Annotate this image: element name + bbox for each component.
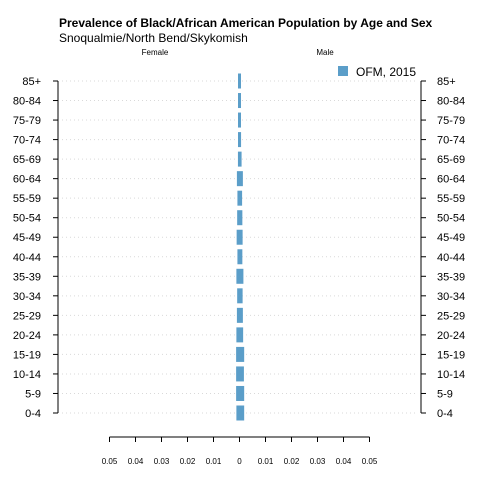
bar-male [239,405,245,421]
bar-male [239,249,243,265]
x-axis: 0.05 0.04 0.03 0.02 0.01 0 0.01 0.02 0.03 0.04 0.0… [102,436,378,466]
age-label-left: 5-9 [25,388,41,400]
x-tick-label: 0.04 [336,457,352,466]
bar-female [236,171,240,187]
age-label-left: 25-29 [13,310,41,322]
x-tick-label: 0.05 [362,457,378,466]
age-label-left: 65-69 [13,154,41,166]
bar-male [239,327,244,343]
bar-female [238,132,240,148]
left-age-axis: 0-4 5-9 10-14 15-19 20-24 25-29 30-34 35-39 40-4… [13,76,59,420]
gridlines [62,80,417,414]
bar-male [239,288,243,304]
bar-male [239,229,243,245]
right-age-axis: 0-4 5-9 10-14 15-19 20-24 25-29 30-34 35-39 40-4… [420,76,465,420]
bar-female [238,112,240,128]
legend-label: OFM, 2015 [356,65,416,79]
bar-male [239,112,241,128]
chart-subtitle: Snoqualmie/North Bend/Skykomish [59,31,248,45]
bar-male [239,190,243,206]
age-label-right: 10-14 [437,369,465,381]
bar-female [237,249,240,265]
age-label-left: 45-49 [13,232,41,244]
legend-swatch [338,66,348,76]
x-tick-label: 0.03 [310,457,326,466]
age-label-right: 25-29 [437,310,465,322]
bar-female [236,346,240,362]
x-tick-label: 0.02 [180,457,196,466]
age-label-right: 0-4 [437,408,453,420]
bar-male [239,268,244,284]
bar-female [236,385,240,401]
bars [236,73,245,421]
female-side-label: Female [142,48,169,57]
age-label-right: 20-24 [437,330,465,342]
bar-female [237,288,240,304]
age-label-right: 70-74 [437,135,465,147]
bar-female [237,190,240,206]
bar-female [237,210,240,226]
bar-male [239,171,243,187]
x-tick-label: 0.04 [128,457,144,466]
x-tick-label: 0.01 [206,457,222,466]
age-label-left: 70-74 [13,135,41,147]
legend: OFM, 2015 [338,65,416,79]
age-label-right: 50-54 [437,213,465,225]
bar-male [239,366,244,382]
age-label-left: 85+ [22,76,41,88]
age-label-right: 55-59 [437,193,465,205]
age-label-right: 5-9 [437,388,453,400]
age-label-left: 55-59 [13,193,41,205]
bar-female [237,151,240,167]
age-label-left: 75-79 [13,115,41,127]
bar-male [239,210,243,226]
age-label-left: 30-34 [13,291,41,303]
age-label-right: 30-34 [437,291,465,303]
age-label-left: 15-19 [13,349,41,361]
x-tick-label: 0.02 [284,457,300,466]
bar-male [239,151,242,167]
bar-male [239,73,241,89]
age-label-right: 35-39 [437,271,465,283]
bar-female [238,73,240,89]
bar-male [239,307,243,323]
male-side-label: Male [316,48,334,57]
age-label-right: 40-44 [437,252,465,264]
bar-female [236,268,240,284]
age-label-left: 50-54 [13,213,41,225]
bar-female [236,405,240,421]
age-label-right: 60-64 [437,174,465,186]
x-tick-label: 0 [237,457,242,466]
age-label-left: 20-24 [13,330,41,342]
age-label-right: 45-49 [437,232,465,244]
x-tick-label: 0.01 [258,457,274,466]
age-label-right: 80-84 [437,96,465,108]
bar-female [236,229,240,245]
x-tick-label: 0.05 [102,457,118,466]
age-label-left: 0-4 [25,408,41,420]
bar-male [239,93,241,109]
bar-male [239,346,245,362]
bar-male [239,132,242,148]
bar-female [238,93,240,109]
age-label-right: 85+ [437,76,456,88]
age-label-right: 15-19 [437,349,465,361]
age-label-left: 60-64 [13,174,41,186]
age-label-left: 40-44 [13,252,41,264]
bar-female [236,327,240,343]
age-label-left: 80-84 [13,96,41,108]
age-label-right: 75-79 [437,115,465,127]
age-label-right: 65-69 [437,154,465,166]
bar-female [236,307,240,323]
age-label-left: 10-14 [13,369,41,381]
bar-male [239,385,245,401]
age-label-left: 35-39 [13,271,41,283]
bar-female [236,366,240,382]
chart-title: Prevalence of Black/African American Pop… [59,16,433,30]
x-tick-label: 0.03 [154,457,170,466]
